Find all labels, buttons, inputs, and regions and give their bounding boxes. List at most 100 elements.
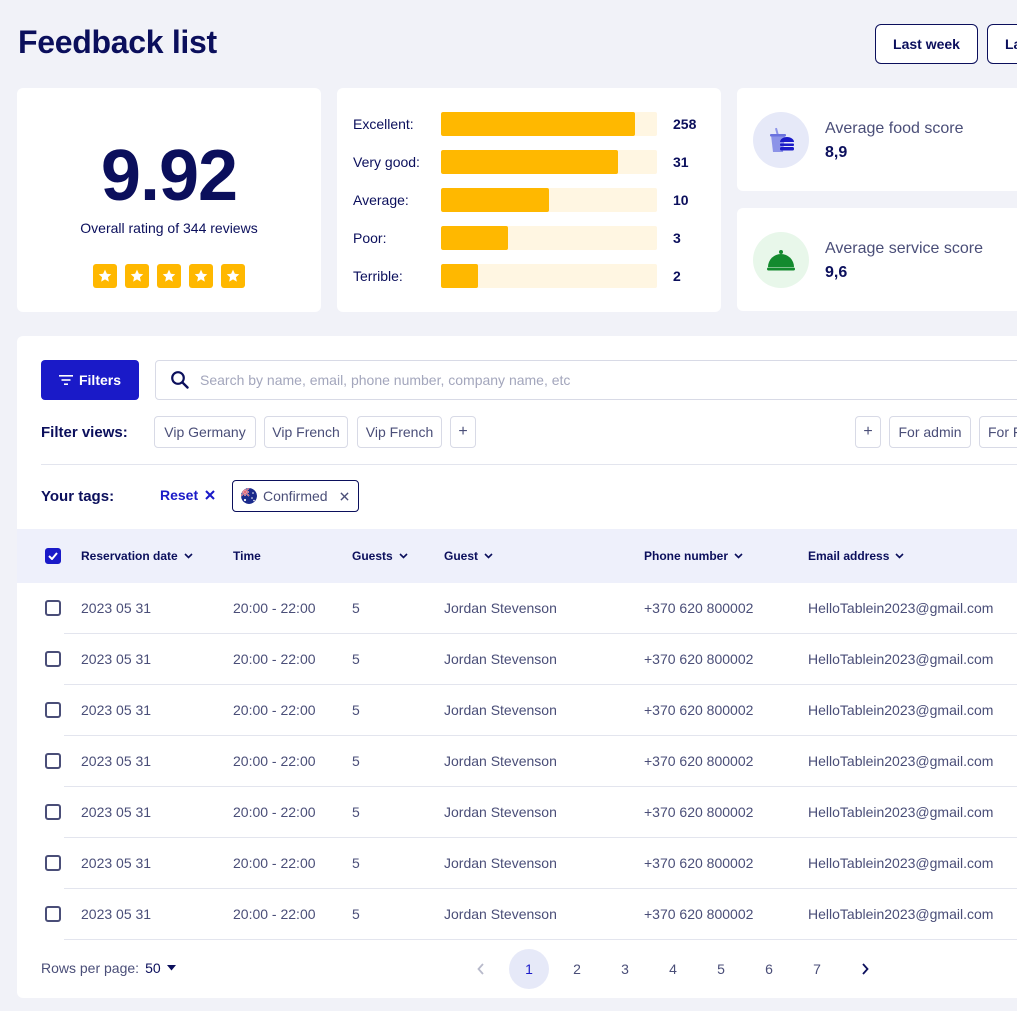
col-guests[interactable]: Guests [352, 529, 408, 583]
rows-per-page-value: 50 [145, 960, 161, 976]
search-input[interactable] [200, 372, 1017, 388]
table-row[interactable]: 2023 05 31 20:00 - 22:00 5 Jordan Stevenson… [17, 787, 1017, 838]
service-score-label: Average service score [825, 240, 983, 257]
last-week-button[interactable]: Last week [875, 24, 978, 64]
page-button-7[interactable]: 7 [813, 961, 821, 977]
row-checkbox[interactable] [45, 855, 61, 871]
row-divider [64, 786, 1017, 787]
col-reservation-date[interactable]: Reservation date [81, 529, 193, 583]
star-icon [125, 264, 149, 288]
distribution-row: Excellent: 258 [353, 112, 713, 136]
filters-button[interactable]: Filters [41, 360, 139, 400]
cell-guests: 5 [352, 702, 360, 718]
filter-view-for-f[interactable]: For F [979, 416, 1017, 448]
service-score-value: 9,6 [825, 264, 848, 281]
cell-reservation-date: 2023 05 31 [81, 753, 152, 769]
cell-reservation-date: 2023 05 31 [81, 651, 152, 667]
close-icon [205, 490, 215, 500]
star-icon [157, 264, 181, 288]
page-button-4[interactable]: 4 [669, 961, 677, 977]
col-guest-label: Guest [444, 549, 479, 563]
rows-per-page: Rows per page: 50 [41, 960, 176, 976]
table-header: Reservation date Time Guests Guest Phone… [17, 529, 1017, 583]
distribution-bar [441, 226, 657, 250]
cell-guest: Jordan Stevenson [444, 702, 557, 718]
table-row[interactable]: 2023 05 31 20:00 - 22:00 5 Jordan Stevenson… [17, 583, 1017, 634]
col-guests-label: Guests [352, 549, 393, 563]
cell-email-address: HelloTablein2023@gmail.com [808, 804, 994, 820]
cell-guests: 5 [352, 753, 360, 769]
distribution-count: 10 [673, 192, 689, 208]
tag-confirmed-label: Confirmed [263, 488, 328, 504]
next-page-button[interactable] [845, 949, 885, 989]
add-filter-view-button[interactable]: + [450, 416, 476, 448]
row-checkbox[interactable] [45, 651, 61, 667]
table-row[interactable]: 2023 05 31 20:00 - 22:00 5 Jordan Stevenson… [17, 838, 1017, 889]
table-row[interactable]: 2023 05 31 20:00 - 22:00 5 Jordan Stevenson… [17, 634, 1017, 685]
col-reservation-date-label: Reservation date [81, 549, 178, 563]
check-icon [48, 552, 58, 560]
reset-tags-button[interactable]: Reset [160, 487, 215, 503]
cell-phone-number: +370 620 800002 [644, 753, 754, 769]
col-time[interactable]: Time [233, 529, 261, 583]
cell-email-address: HelloTablein2023@gmail.com [808, 651, 994, 667]
tag-confirmed: Confirmed [232, 480, 359, 512]
row-checkbox[interactable] [45, 906, 61, 922]
prev-page-button[interactable] [461, 949, 501, 989]
rows-per-page-select[interactable]: 50 [145, 960, 176, 976]
rating-distribution-card: Excellent: 258 Very good: 31 Average: 10 Poor:… [337, 88, 721, 312]
row-checkbox[interactable] [45, 753, 61, 769]
table-row[interactable]: 2023 05 31 20:00 - 22:00 5 Jordan Stevenson… [17, 736, 1017, 787]
row-divider [64, 735, 1017, 736]
col-guest[interactable]: Guest [444, 529, 493, 583]
filter-icon [58, 375, 73, 385]
page-button-5[interactable]: 5 [717, 961, 725, 977]
cell-guests: 5 [352, 651, 360, 667]
cell-time: 20:00 - 22:00 [233, 600, 316, 616]
table-row[interactable]: 2023 05 31 20:00 - 22:00 5 Jordan Stevenson… [17, 685, 1017, 736]
distribution-label: Excellent: [353, 116, 414, 132]
distribution-bar [441, 150, 657, 174]
cell-reservation-date: 2023 05 31 [81, 855, 152, 871]
cell-time: 20:00 - 22:00 [233, 702, 316, 718]
your-tags-label: Your tags: [41, 488, 115, 505]
page-button-3[interactable]: 3 [621, 961, 629, 977]
cell-guests: 5 [352, 804, 360, 820]
add-filter-view-button-right[interactable]: + [855, 416, 881, 448]
overall-rating-card: 9.92 Overall rating of 344 reviews [17, 88, 321, 312]
cell-reservation-date: 2023 05 31 [81, 702, 152, 718]
row-checkbox[interactable] [45, 702, 61, 718]
service-score-card: Average service score 9,6 [737, 208, 1017, 311]
select-all-checkbox[interactable] [45, 548, 61, 564]
distribution-count: 2 [673, 268, 681, 284]
page-button-6[interactable]: 6 [765, 961, 773, 977]
filters-label: Filters [78, 372, 121, 388]
search-box [155, 360, 1017, 400]
distribution-count: 3 [673, 230, 681, 246]
remove-tag-icon[interactable] [340, 491, 349, 501]
row-checkbox[interactable] [45, 804, 61, 820]
col-phone-number[interactable]: Phone number [644, 529, 743, 583]
cell-time: 20:00 - 22:00 [233, 906, 316, 922]
row-divider [64, 888, 1017, 889]
distribution-count: 258 [673, 116, 697, 132]
star-icon [221, 264, 245, 288]
cell-guests: 5 [352, 906, 360, 922]
distribution-label: Terrible: [353, 268, 403, 284]
filter-view-vip-french-2[interactable]: Vip French [357, 416, 442, 448]
chevron-down-icon [184, 553, 193, 559]
feedback-table-panel: Filters Filter views: Vip Germany Vip Fr… [17, 336, 1017, 998]
distribution-row: Poor: 3 [353, 226, 713, 250]
filter-view-vip-french[interactable]: Vip French [264, 416, 348, 448]
last-month-button[interactable]: Last month [987, 24, 1017, 64]
food-icon [753, 112, 809, 168]
filter-view-vip-germany[interactable]: Vip Germany [154, 416, 256, 448]
col-email-address[interactable]: Email address [808, 529, 904, 583]
page-button-1[interactable]: 1 [509, 949, 549, 989]
cell-guest: Jordan Stevenson [444, 855, 557, 871]
row-checkbox[interactable] [45, 600, 61, 616]
table-row[interactable]: 2023 05 31 20:00 - 22:00 5 Jordan Stevenson… [17, 889, 1017, 940]
food-score-label: Average food score [825, 120, 964, 137]
page-button-2[interactable]: 2 [573, 961, 581, 977]
filter-view-for-admin[interactable]: For admin [889, 416, 971, 448]
